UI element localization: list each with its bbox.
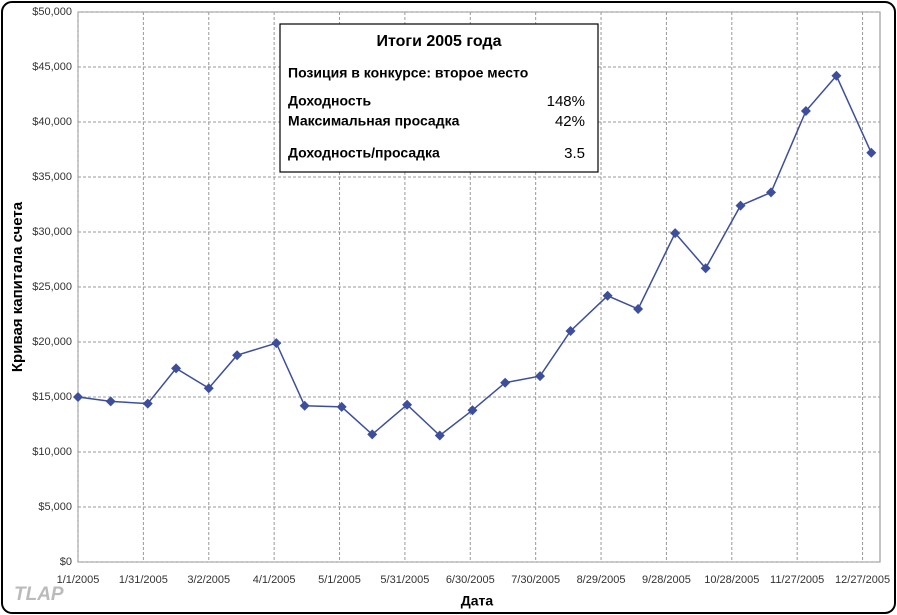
y-tick-label: $30,000	[32, 226, 72, 238]
x-axis-label: Дата	[461, 593, 494, 609]
data-point	[602, 290, 613, 301]
y-tick-label: $20,000	[32, 336, 72, 348]
data-point	[700, 263, 711, 274]
watermark: TLAP	[14, 584, 64, 605]
data-point	[535, 371, 546, 382]
info-value: 148%	[547, 93, 585, 110]
x-tick-label: 10/28/2005	[704, 574, 759, 586]
x-tick-label: 12/27/2005	[835, 574, 890, 586]
info-label: Позиция в конкурсе: второе место	[288, 65, 528, 81]
info-label: Максимальная просадка	[288, 113, 460, 129]
info-label: Доходность	[288, 93, 372, 109]
data-point	[232, 350, 243, 361]
x-tick-label: 11/27/2005	[770, 574, 824, 586]
y-tick-label: $10,000	[32, 446, 72, 458]
x-tick-label: 5/1/2005	[318, 574, 361, 586]
y-tick-label: $40,000	[32, 116, 72, 128]
info-title: Итоги 2005 года	[377, 33, 502, 50]
y-tick-label: $35,000	[32, 171, 72, 183]
data-point	[402, 399, 413, 410]
data-point	[203, 383, 214, 394]
x-tick-label: 5/31/2005	[380, 574, 429, 586]
data-point	[299, 400, 310, 411]
x-tick-label: 9/28/2005	[642, 574, 691, 586]
info-value: 42%	[555, 113, 585, 130]
data-point	[367, 429, 378, 440]
data-point	[336, 401, 347, 412]
data-point	[800, 106, 811, 116]
x-tick-label: 1/31/2005	[119, 574, 168, 586]
y-tick-label: $50,000	[32, 6, 72, 18]
x-tick-label: 3/2/2005	[187, 574, 230, 586]
data-point	[831, 70, 842, 81]
x-tick-label: 7/30/2005	[511, 574, 560, 586]
data-point	[467, 405, 478, 416]
data-point	[142, 398, 153, 409]
data-point	[171, 363, 182, 374]
data-point	[271, 338, 282, 349]
y-axis-label: Кривая капитала счета	[9, 201, 26, 372]
data-point	[73, 392, 83, 402]
data-point	[735, 200, 746, 211]
x-tick-label: 8/29/2005	[577, 574, 626, 586]
y-tick-label: $15,000	[32, 391, 72, 403]
data-point	[633, 304, 644, 314]
data-point	[434, 430, 445, 441]
data-point	[500, 377, 511, 388]
x-tick-label: 1/1/2005	[57, 574, 100, 586]
info-box	[279, 23, 599, 173]
info-value: 3.5	[564, 145, 585, 162]
x-tick-label: 4/1/2005	[253, 574, 296, 586]
y-tick-label: $5,000	[38, 501, 72, 513]
data-point	[866, 147, 877, 158]
data-point	[766, 187, 777, 198]
data-point	[565, 326, 576, 336]
y-tick-label: $25,000	[32, 281, 72, 293]
x-tick-label: 6/30/2005	[446, 574, 495, 586]
y-tick-label: $0	[60, 556, 72, 568]
info-label: Доходность/просадка	[288, 145, 440, 161]
data-point	[670, 228, 681, 239]
y-tick-label: $45,000	[32, 61, 72, 73]
data-point	[105, 396, 116, 407]
